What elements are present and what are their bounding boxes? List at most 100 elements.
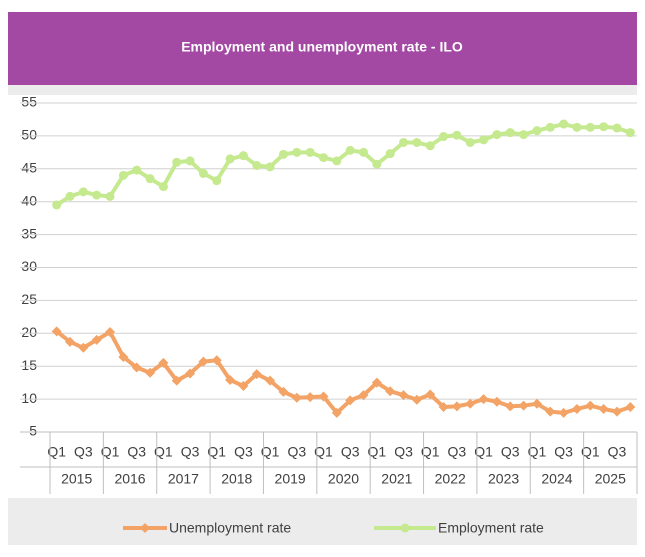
year-label: 2019 xyxy=(275,471,306,487)
data-point xyxy=(265,375,276,386)
data-point xyxy=(105,191,115,201)
y-tick-label: 15 xyxy=(21,357,37,373)
data-point xyxy=(51,326,62,337)
x-tick-label: Q1 xyxy=(101,444,120,460)
year-label: 2016 xyxy=(114,471,145,487)
data-point xyxy=(425,389,436,400)
data-point xyxy=(331,407,342,418)
x-tick-label: Q1 xyxy=(368,444,387,460)
x-tick-label: Q1 xyxy=(154,444,173,460)
data-point xyxy=(411,394,422,405)
data-point xyxy=(91,334,102,345)
x-tick-label: Q1 xyxy=(528,444,547,460)
data-point xyxy=(172,157,182,167)
data-point xyxy=(305,147,315,157)
x-tick-label: Q1 xyxy=(314,444,333,460)
data-point xyxy=(465,137,475,147)
data-point xyxy=(252,161,262,171)
x-tick-label: Q1 xyxy=(421,444,440,460)
data-point xyxy=(78,342,89,353)
year-label: 2018 xyxy=(221,471,252,487)
x-tick-label: Q1 xyxy=(581,444,600,460)
data-point xyxy=(625,128,635,138)
x-tick-label: Q3 xyxy=(394,444,413,460)
data-point xyxy=(358,390,369,401)
data-point xyxy=(132,165,142,175)
x-tick-label: Q3 xyxy=(554,444,573,460)
data-point xyxy=(399,137,409,147)
x-tick-label: Q3 xyxy=(501,444,520,460)
y-tick-label: 45 xyxy=(21,160,37,176)
year-label: 2021 xyxy=(381,471,412,487)
data-point xyxy=(211,355,222,366)
data-point xyxy=(412,137,422,147)
data-point xyxy=(545,122,555,132)
data-point xyxy=(292,147,302,157)
data-point xyxy=(332,156,342,166)
x-tick-label: Q1 xyxy=(47,444,66,460)
data-point xyxy=(452,130,462,140)
year-label: 2023 xyxy=(488,471,519,487)
x-tick-label: Q3 xyxy=(287,444,306,460)
data-point xyxy=(65,191,75,201)
x-tick-label: Q3 xyxy=(127,444,146,460)
data-point xyxy=(372,159,382,169)
data-point xyxy=(532,126,542,136)
x-tick-label: Q1 xyxy=(261,444,280,460)
y-tick-label: 10 xyxy=(21,390,37,406)
data-point xyxy=(291,392,302,403)
data-point xyxy=(185,368,196,379)
x-tick-label: Q3 xyxy=(74,444,93,460)
x-tick-label: Q3 xyxy=(181,444,200,460)
data-point xyxy=(212,176,222,186)
data-point xyxy=(531,398,542,409)
data-point xyxy=(105,326,116,337)
data-point xyxy=(571,403,582,414)
y-tick-label: 55 xyxy=(21,94,37,110)
data-point xyxy=(225,375,236,386)
data-point xyxy=(585,122,595,132)
data-point xyxy=(425,141,435,151)
data-point xyxy=(478,394,489,405)
data-point xyxy=(385,386,396,397)
data-point xyxy=(585,400,596,411)
data-point xyxy=(572,122,582,132)
data-point xyxy=(318,153,328,163)
legend-marker xyxy=(140,523,150,533)
x-tick-label: Q1 xyxy=(207,444,226,460)
data-point xyxy=(505,128,515,138)
data-point xyxy=(398,390,409,401)
data-point xyxy=(145,174,155,184)
x-tick-label: Q3 xyxy=(608,444,627,460)
year-label: 2024 xyxy=(541,471,572,487)
data-point xyxy=(598,403,609,414)
data-point xyxy=(265,162,275,172)
data-point xyxy=(78,187,88,197)
data-point xyxy=(559,119,569,129)
chart-title: Employment and unemployment rate - ILO xyxy=(181,39,463,55)
data-point xyxy=(305,392,316,403)
data-point xyxy=(612,123,622,133)
data-point xyxy=(439,132,449,142)
data-point xyxy=(171,375,182,386)
data-point xyxy=(518,400,529,411)
data-point xyxy=(131,362,142,373)
data-point xyxy=(158,182,168,192)
x-tick-label: Q1 xyxy=(474,444,493,460)
x-tick-label: Q3 xyxy=(234,444,253,460)
legend-label: Employment rate xyxy=(438,520,544,536)
data-point xyxy=(198,356,209,367)
data-point xyxy=(438,401,449,412)
data-point xyxy=(118,351,129,362)
data-point xyxy=(52,200,62,210)
data-point xyxy=(225,154,235,164)
data-point xyxy=(118,170,128,180)
title-banner xyxy=(8,12,637,85)
data-point xyxy=(158,357,169,368)
data-point xyxy=(238,380,249,391)
data-point xyxy=(345,145,355,155)
data-point xyxy=(479,135,489,145)
data-point xyxy=(92,190,102,200)
year-label: 2017 xyxy=(168,471,199,487)
